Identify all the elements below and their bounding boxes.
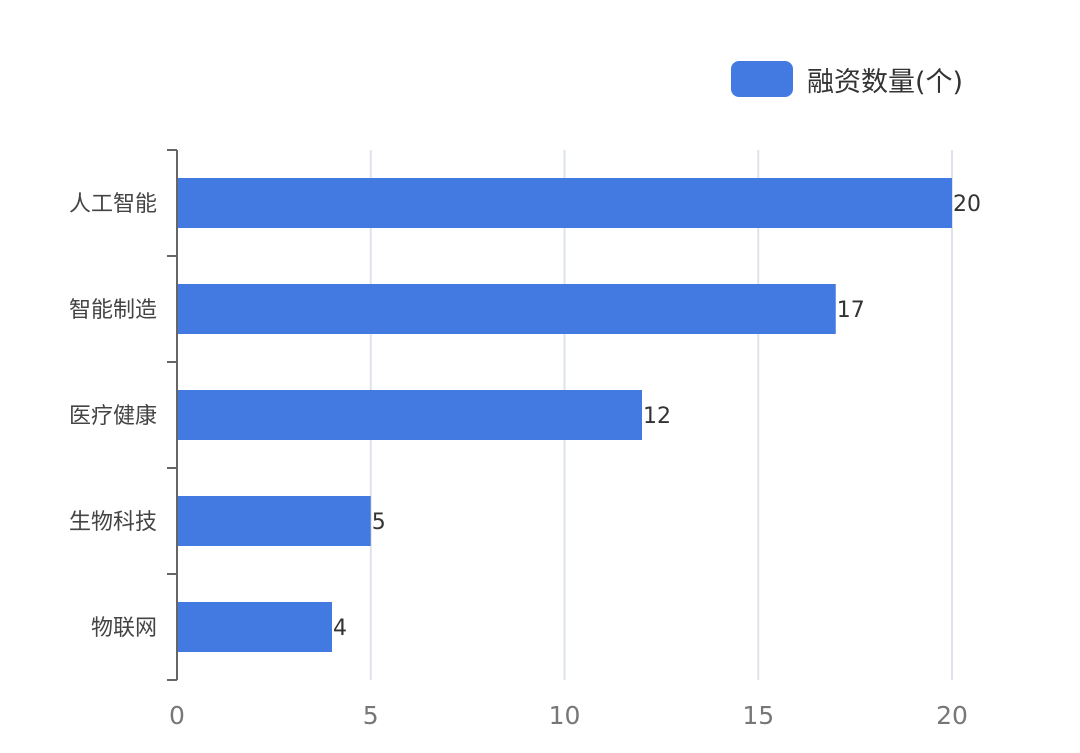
x-tick-label: 5 — [363, 701, 379, 730]
bar — [177, 496, 371, 546]
category-label: 医疗健康 — [69, 404, 157, 429]
data-label: 4 — [333, 616, 347, 641]
bar — [177, 284, 836, 334]
category-label: 智能制造 — [69, 298, 157, 323]
category-label: 物联网 — [91, 616, 157, 641]
data-label: 5 — [372, 510, 386, 535]
labels: 0 5 10 15 20 人工智能 20 智能制造 17 医疗健康 12 生物科技 5 物联网 4 — [69, 192, 981, 730]
bar — [177, 390, 642, 440]
data-label: 20 — [953, 192, 981, 217]
category-label: 人工智能 — [69, 192, 157, 217]
axes — [167, 149, 178, 681]
category-label: 生物科技 — [69, 510, 157, 535]
x-tick-label: 0 — [169, 701, 185, 730]
legend: 融资数量(个) — [731, 60, 963, 98]
legend-swatch — [731, 61, 793, 97]
bar — [177, 178, 952, 228]
x-tick-label: 15 — [742, 701, 774, 730]
x-tick-label: 10 — [549, 701, 581, 730]
bar — [177, 602, 332, 652]
bars — [177, 178, 952, 652]
x-tick-label: 20 — [936, 701, 968, 730]
legend-label: 融资数量(个) — [807, 66, 964, 98]
data-label: 12 — [643, 404, 671, 429]
data-label: 17 — [837, 298, 865, 323]
